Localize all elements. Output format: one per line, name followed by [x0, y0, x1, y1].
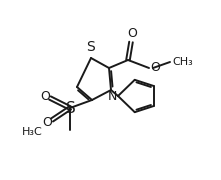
- Text: S: S: [86, 40, 94, 54]
- Text: O: O: [42, 116, 52, 129]
- Text: N: N: [108, 89, 117, 102]
- Text: H₃C: H₃C: [22, 127, 43, 137]
- Text: O: O: [127, 27, 137, 40]
- Text: S: S: [66, 100, 76, 116]
- Text: O: O: [150, 60, 160, 73]
- Text: CH₃: CH₃: [172, 57, 193, 67]
- Text: O: O: [40, 89, 50, 102]
